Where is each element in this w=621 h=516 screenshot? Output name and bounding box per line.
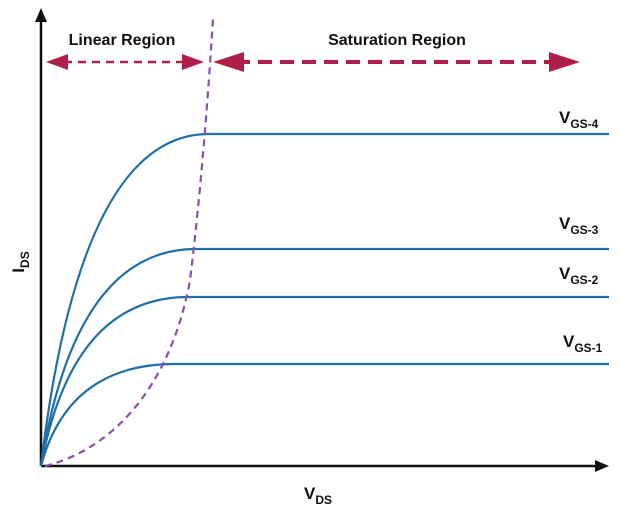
y-axis-arrowhead — [35, 8, 47, 22]
label-vgs-4: VGS-4 — [559, 108, 599, 131]
saturation-boundary-curve — [44, 17, 215, 468]
curve-vgs-1 — [39, 362, 609, 467]
saturation-region-label: Saturation Region — [328, 32, 466, 49]
curve-vgs-2 — [39, 295, 609, 467]
x-axis-label: VDS — [304, 484, 332, 507]
linear-region-arrow — [46, 54, 204, 70]
linear-region-label: Linear Region — [69, 32, 176, 49]
curve-vgs-4 — [39, 132, 609, 467]
saturation-region-arrow — [213, 52, 580, 72]
x-axis-arrowhead — [595, 460, 609, 472]
label-vgs-2: VGS-2 — [559, 264, 599, 287]
label-vgs-1: VGS-1 — [563, 332, 603, 355]
y-axis-label: IDS — [9, 251, 32, 272]
label-vgs-3: VGS-3 — [559, 214, 599, 237]
curve-vgs-3 — [39, 247, 609, 467]
